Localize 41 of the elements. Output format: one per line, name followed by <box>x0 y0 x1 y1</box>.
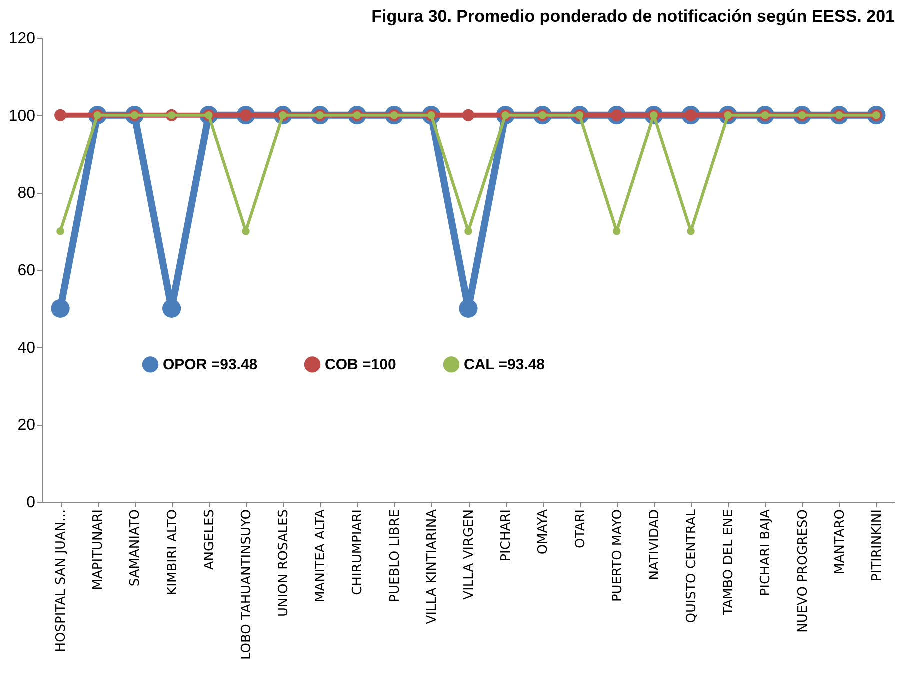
x-tick-label: PUEBLO LIBRE <box>388 510 403 602</box>
x-tick-label: PITIRINKINI <box>870 510 885 582</box>
x-tick-label: VILLA VIRGEN <box>462 510 477 600</box>
x-tick-label: OMAYA <box>536 509 552 555</box>
y-tick-label: 40 <box>18 340 36 357</box>
chart-title: Figura 30. Promedio ponderado de notificación según EESS. 201 <box>372 7 895 26</box>
x-tick-label: MANTARO <box>832 510 848 574</box>
x-tick-label: TAMBO DEL ENE <box>722 510 737 616</box>
x-tick-label: MAPITUNARI <box>91 510 106 590</box>
legend-label: COB =100 <box>325 356 396 374</box>
x-tick-label: VILLA KINTIARINA <box>424 509 440 624</box>
y-tick-label: 60 <box>18 262 36 280</box>
x-tick-label: HOSPITAL SAN JUAN... <box>54 510 70 652</box>
point <box>162 299 182 318</box>
legend-label: OPOR =93.48 <box>163 356 258 374</box>
point <box>54 109 67 122</box>
x-tick-label: UNION ROSALES <box>276 510 292 618</box>
point <box>612 227 621 236</box>
x-tick-label: PICHARI <box>499 510 514 562</box>
point <box>56 227 64 236</box>
point <box>51 299 70 318</box>
x-tick-label: SAMANIATO <box>128 510 144 587</box>
x-tick-label: CHIRUMPIARI <box>350 510 366 596</box>
x-tick-label: OTARI <box>573 510 588 548</box>
legend-label: CAL =93.48 <box>464 356 546 374</box>
x-tick-label: MANITEA ALTA <box>314 509 329 603</box>
x-tick-label: LOBO TAHUANTINSUYO <box>239 510 254 660</box>
x-tick-label: ANGELES <box>202 510 218 570</box>
y-tick-label: 100 <box>8 108 36 125</box>
y-tick-label: 120 <box>8 30 36 48</box>
point <box>459 299 478 318</box>
x-tick-label: NATIVIDAD <box>647 510 662 580</box>
y-tick-label: 80 <box>18 185 36 202</box>
point <box>462 109 474 122</box>
y-tick-label: 20 <box>18 417 36 434</box>
x-tick-label: KIMBIRI ALTO <box>165 510 180 596</box>
x-tick-label: NUEVO PROGRESO <box>796 510 811 633</box>
x-tick-label: PUERTO MAYO <box>610 510 626 602</box>
y-tick-label: 0 <box>26 494 36 512</box>
x-tick-label: PICHARI BAJA <box>758 509 774 596</box>
x-tick-label: QUISTO CENTRAL <box>684 508 700 624</box>
